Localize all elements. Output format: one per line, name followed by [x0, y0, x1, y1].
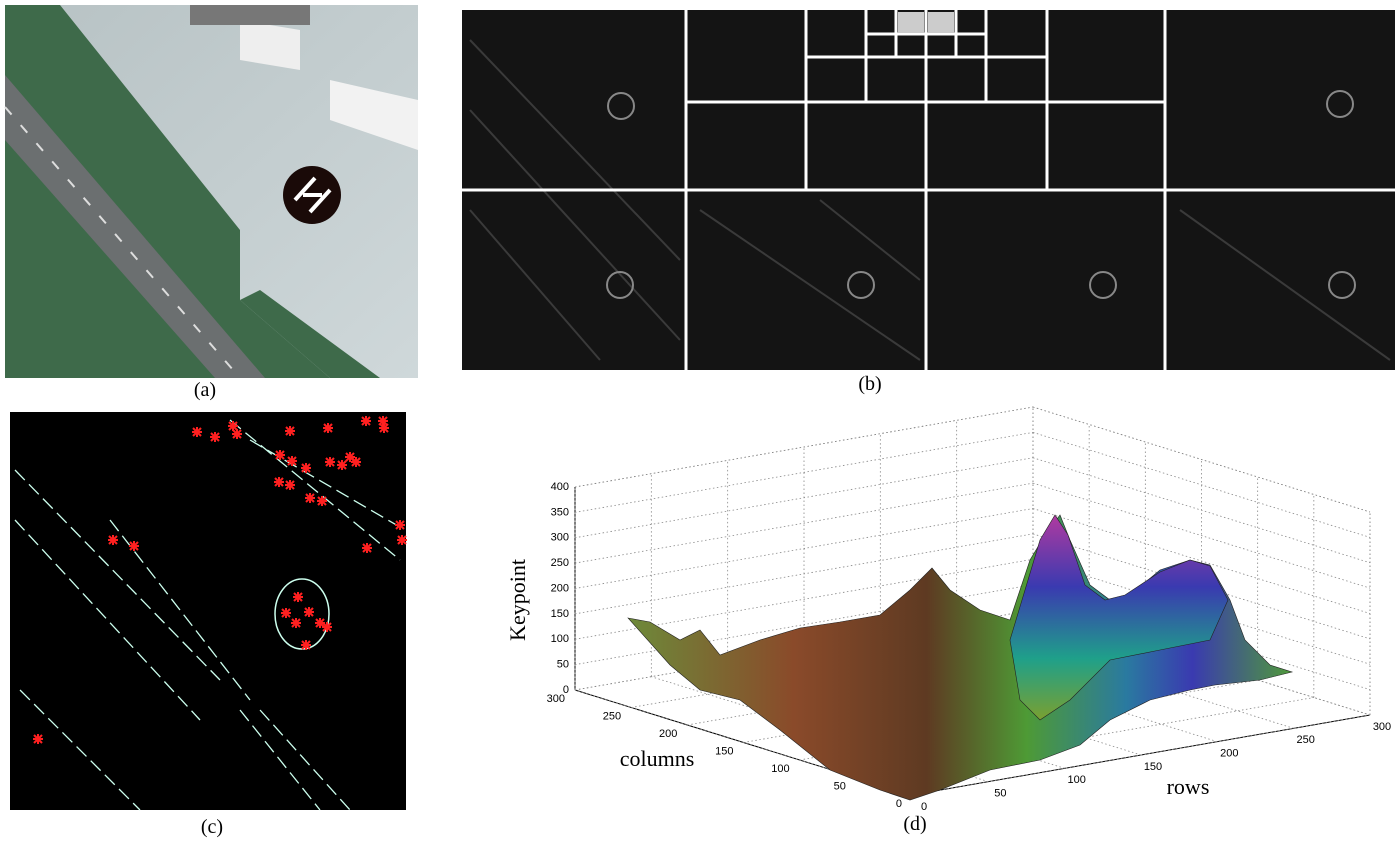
keypoint: [232, 429, 242, 439]
keypoint: [322, 622, 332, 632]
z-tick-label: 200: [551, 582, 569, 594]
z-grid-line: [575, 483, 1033, 563]
keypoint: [287, 456, 297, 466]
z-tick-label: 100: [551, 633, 569, 645]
keypoint: [291, 618, 301, 628]
column-tick-label: 50: [834, 780, 846, 792]
keypoint: [361, 416, 371, 426]
keypoint: [285, 426, 295, 436]
keypoint: [304, 607, 314, 617]
caption: (a): [194, 379, 216, 401]
caption: (b): [858, 373, 881, 395]
keypoint: [301, 463, 311, 473]
aerial-image: [5, 5, 418, 378]
z-tick-label: 150: [551, 608, 569, 620]
keypoint: [192, 427, 202, 437]
keypoint: [362, 543, 372, 553]
z-tick-label: 50: [557, 659, 569, 671]
y-axis-label: rows: [1167, 774, 1210, 799]
row-tick-label: 300: [1373, 721, 1391, 733]
keypoint: [351, 457, 361, 467]
z-grid-line: [1033, 407, 1370, 512]
column-tick-label: 250: [603, 710, 621, 722]
keypoint: [129, 541, 139, 551]
keypoint: [293, 592, 303, 602]
keypoint: [33, 734, 43, 744]
z-grid-line: [575, 407, 1033, 487]
keypoint: [285, 480, 295, 490]
z-axis-label: Keypoint: [505, 559, 530, 641]
keypoint: [275, 450, 285, 460]
row-tick-label: 150: [1144, 761, 1162, 773]
row-tick-label: 250: [1296, 734, 1314, 746]
caption: (d): [903, 813, 926, 835]
keypoint: [305, 493, 315, 503]
z-tick-label: 400: [551, 481, 569, 493]
edge-image: [10, 412, 407, 810]
figure: (a) (b): [0, 0, 1398, 842]
keypoint: [323, 423, 333, 433]
keypoint: [397, 535, 407, 545]
row-tick-label: 200: [1220, 748, 1238, 760]
row-tick-label: 50: [994, 788, 1006, 800]
row-tick-label: 100: [1067, 774, 1085, 786]
column-tick-label: 0: [896, 798, 902, 810]
column-tick-label: 300: [547, 693, 565, 705]
z-tick-label: 250: [551, 557, 569, 569]
column-tick-label: 150: [715, 745, 733, 757]
z-tick-label: 350: [551, 506, 569, 518]
keypoint: [274, 477, 284, 487]
column-tick-label: 100: [771, 763, 789, 775]
z-tick-label: 300: [551, 532, 569, 544]
keypoint: [337, 460, 347, 470]
keypoint: [210, 432, 220, 442]
x-axis-label: columns: [620, 746, 695, 771]
keypoint: [379, 423, 389, 433]
keypoint: [108, 535, 118, 545]
row-tick-label: 0: [921, 801, 927, 813]
z-grid-line: [575, 432, 1033, 512]
wavelet-image: [462, 10, 1395, 370]
keypoint: [325, 457, 335, 467]
keypoint: [317, 496, 327, 506]
column-tick-label: 200: [659, 728, 677, 740]
keypoint: [281, 608, 291, 618]
keypoint: [301, 640, 311, 650]
caption: (c): [201, 816, 223, 838]
keypoint: [395, 520, 405, 530]
